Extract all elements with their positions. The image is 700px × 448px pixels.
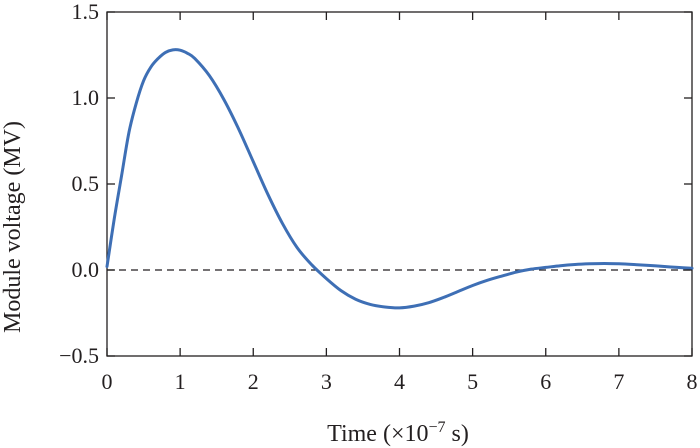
y-tick-label: 1.5 [72, 0, 100, 24]
axis-ticks [106, 11, 693, 357]
x-tick-label: 3 [321, 369, 332, 394]
x-tick-label: 5 [467, 369, 478, 394]
x-tick-label: 7 [613, 369, 624, 394]
y-axis-label: Module voltage (MV) [0, 121, 26, 333]
plot-area [105, 11, 694, 357]
y-tick-label: 0.5 [72, 171, 100, 196]
y-tick-label: 0.0 [72, 257, 100, 282]
x-axis-label: Time (×10−7 s) [327, 419, 469, 447]
x-tick-label: 1 [175, 369, 186, 394]
series-line-0 [105, 48, 694, 310]
x-tick-label: 6 [540, 369, 551, 394]
tick-labels: 0 1 2 3 4 5 6 7 8 −0.5 0.0 0.5 1.0 1.5 [59, 0, 697, 394]
x-tick-label: 8 [687, 369, 698, 394]
x-tick-label: 0 [102, 369, 113, 394]
y-tick-label: 1.0 [72, 85, 100, 110]
x-axis-label-suffix: s) [446, 421, 469, 447]
x-tick-label: 4 [394, 369, 405, 394]
plot-frame [106, 11, 693, 357]
x-tick-label: 2 [248, 369, 259, 394]
x-axis-label-prefix: Time (×10 [327, 421, 428, 447]
x-axis-label-exponent: −7 [428, 419, 445, 436]
y-tick-label: −0.5 [59, 343, 99, 368]
